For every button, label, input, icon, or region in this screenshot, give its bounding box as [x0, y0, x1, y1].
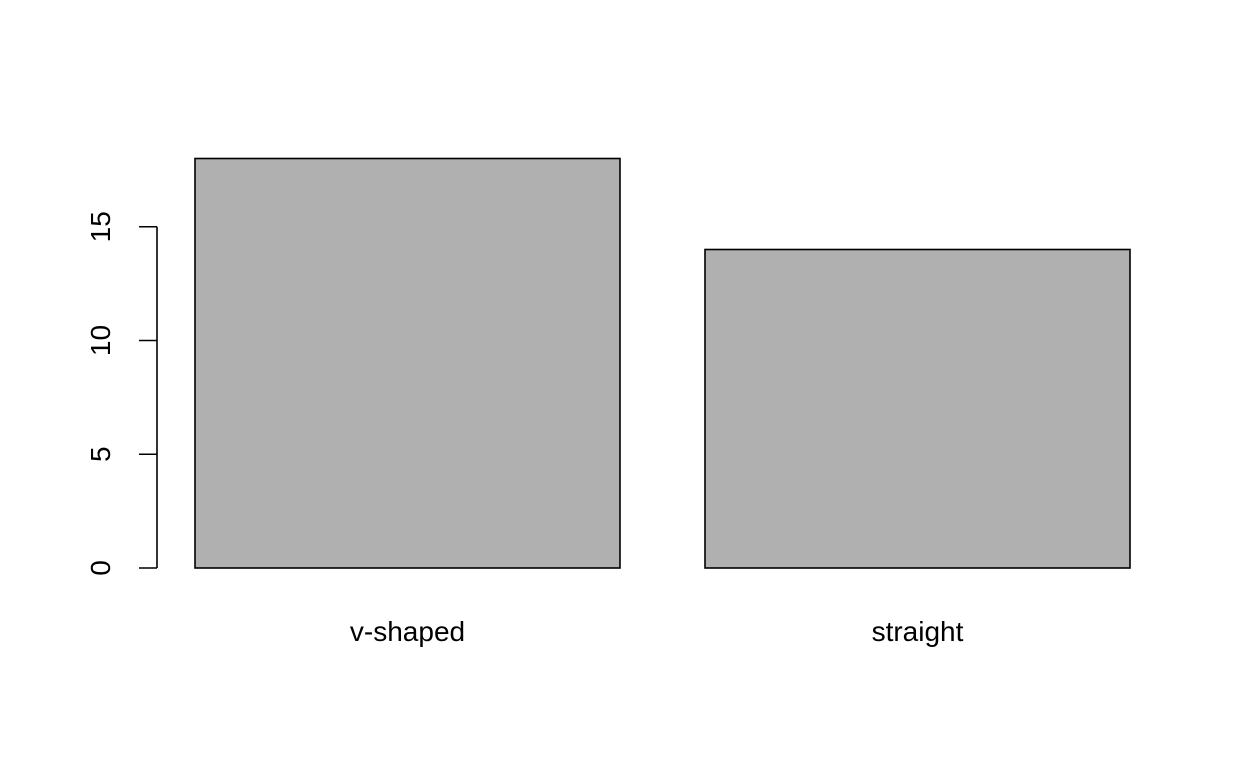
y-tick-label: 10 — [85, 325, 116, 356]
y-tick-label: 15 — [85, 211, 116, 242]
bar-straight — [704, 248, 1131, 569]
bar-v-shaped — [194, 157, 621, 569]
y-tick-label: 5 — [85, 446, 116, 462]
category-label-straight: straight — [872, 616, 964, 647]
x-axis-labels: v-shaped straight — [350, 616, 964, 647]
category-label-v-shaped: v-shaped — [350, 616, 465, 647]
bars-layer — [194, 157, 1131, 569]
y-axis: 0 5 10 15 — [85, 211, 158, 576]
y-tick-label: 0 — [85, 560, 116, 576]
